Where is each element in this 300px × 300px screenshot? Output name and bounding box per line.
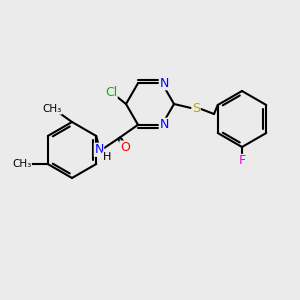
- Text: Cl: Cl: [105, 85, 117, 98]
- Text: N: N: [159, 118, 169, 131]
- Text: N: N: [94, 143, 104, 156]
- Text: O: O: [120, 141, 130, 154]
- Text: N: N: [159, 77, 169, 90]
- Text: H: H: [103, 152, 111, 162]
- Text: CH₃: CH₃: [12, 159, 32, 169]
- Text: CH₃: CH₃: [42, 104, 62, 114]
- Text: F: F: [238, 154, 246, 167]
- Text: S: S: [192, 101, 200, 115]
